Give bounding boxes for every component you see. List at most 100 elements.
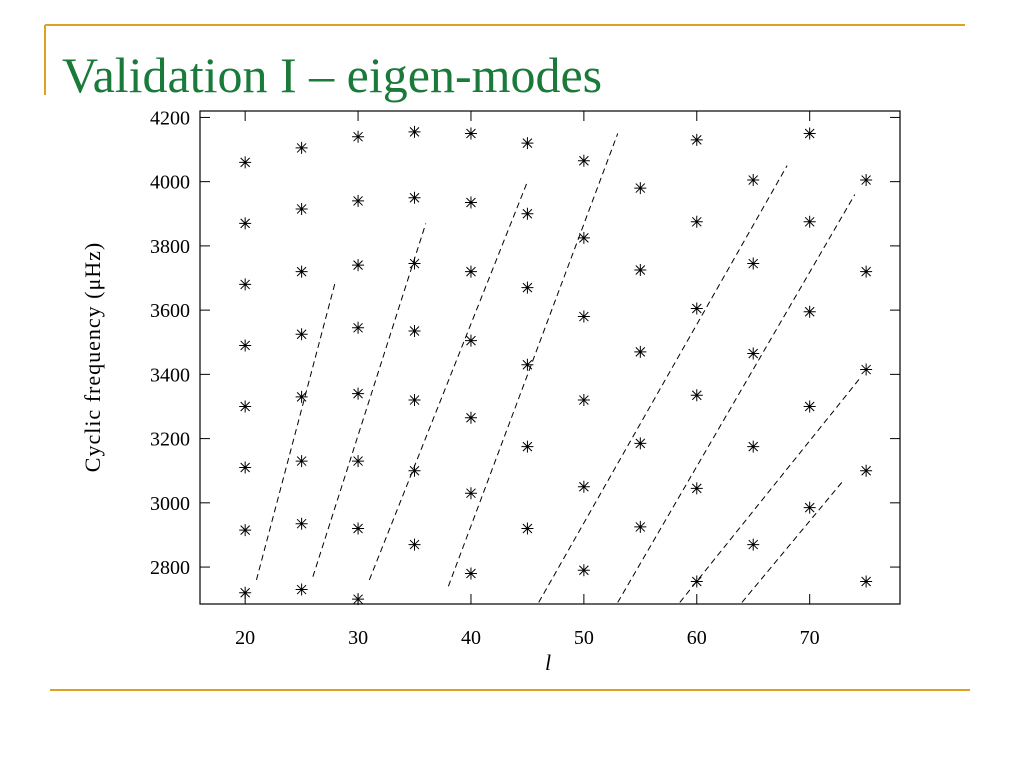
asterisk-point (464, 265, 477, 278)
asterisk-point (239, 217, 252, 230)
asterisk-point (634, 437, 647, 450)
y-tick-label: 3400 (150, 364, 190, 386)
asterisk-point (239, 278, 252, 291)
asterisk-point (577, 480, 590, 493)
asterisk-point (352, 387, 365, 400)
asterisk-point (464, 487, 477, 500)
asterisk-point (464, 411, 477, 424)
asterisk-point (408, 464, 421, 477)
asterisk-point (295, 455, 308, 468)
asterisk-point (408, 257, 421, 270)
contour-ridge (538, 165, 788, 603)
asterisk-point (521, 281, 534, 294)
asterisk-point (352, 593, 365, 606)
asterisk-point (634, 345, 647, 358)
contour-ridge (312, 223, 427, 577)
asterisk-point (239, 461, 252, 474)
asterisk-point (352, 522, 365, 535)
asterisk-point (577, 231, 590, 244)
asterisk-point (408, 538, 421, 551)
asterisk-point (239, 524, 252, 537)
asterisk-point (860, 174, 873, 187)
asterisk-point (521, 440, 534, 453)
plot-frame (199, 110, 901, 605)
y-axis-label: Cyclic frequency (μHz) (80, 242, 105, 472)
asterisk-point (803, 501, 816, 514)
asterisk-point (634, 182, 647, 195)
asterisk-point (634, 520, 647, 533)
asterisk-point (747, 440, 760, 453)
asterisk-point (295, 390, 308, 403)
asterisk-point (408, 191, 421, 204)
asterisk-point (464, 567, 477, 580)
asterisk-point (464, 334, 477, 347)
y-tick-label: 4200 (150, 107, 190, 129)
contour-ridge (741, 480, 844, 603)
contour-ridge (447, 133, 619, 587)
y-tick-label: 3800 (150, 236, 190, 258)
contour-ridge (255, 281, 336, 581)
asterisk-point (577, 310, 590, 323)
asterisk-point (803, 127, 816, 140)
asterisk-point (747, 257, 760, 270)
asterisk-point (860, 363, 873, 376)
asterisk-point (352, 321, 365, 334)
asterisk-point (634, 263, 647, 276)
y-tick-label: 3000 (150, 493, 190, 515)
asterisk-point (577, 154, 590, 167)
asterisk-point (352, 259, 365, 272)
y-tick-label: 3600 (150, 300, 190, 322)
asterisk-point (408, 325, 421, 338)
asterisk-point (239, 339, 252, 352)
asterisk-point (295, 328, 308, 341)
asterisk-point (239, 586, 252, 599)
asterisk-point (521, 358, 534, 371)
x-tick-label: 50 (574, 627, 594, 649)
asterisk-point (464, 127, 477, 140)
asterisk-point (521, 207, 534, 220)
asterisk-point (577, 564, 590, 577)
asterisk-point (690, 133, 703, 146)
asterisk-point (408, 394, 421, 407)
x-axis-label: l (545, 650, 551, 675)
asterisk-point (860, 265, 873, 278)
asterisk-point (464, 196, 477, 209)
contour-ridge (679, 377, 861, 603)
x-tick-label: 60 (687, 627, 707, 649)
asterisk-point (239, 400, 252, 413)
asterisk-point (295, 583, 308, 596)
y-tick-label: 4000 (150, 172, 190, 194)
asterisk-point (521, 522, 534, 535)
asterisk-point (690, 302, 703, 315)
asterisk-point (803, 400, 816, 413)
asterisk-point (690, 575, 703, 588)
asterisk-point (860, 575, 873, 588)
x-tick-label: 30 (348, 627, 368, 649)
asterisk-point (295, 202, 308, 215)
asterisk-point (577, 394, 590, 407)
slide-title: Validation I – eigen-modes (62, 47, 602, 103)
asterisk-point (747, 347, 760, 360)
asterisk-point (239, 156, 252, 169)
asterisk-point (747, 174, 760, 187)
asterisk-point (521, 137, 534, 150)
asterisk-point (352, 130, 365, 143)
y-tick-label: 2800 (150, 557, 190, 579)
contour-ridge (368, 181, 528, 581)
asterisk-point (295, 265, 308, 278)
asterisk-point (295, 517, 308, 530)
asterisk-point (860, 464, 873, 477)
asterisk-point (352, 194, 365, 207)
asterisk-point (803, 215, 816, 228)
asterisk-point (690, 482, 703, 495)
asterisk-point (690, 215, 703, 228)
x-tick-label: 40 (461, 627, 481, 649)
asterisk-point (690, 389, 703, 402)
asterisk-point (352, 455, 365, 468)
x-tick-label: 20 (235, 627, 255, 649)
asterisk-point (803, 305, 816, 318)
asterisk-point (295, 141, 308, 154)
asterisk-point (747, 538, 760, 551)
contour-ridge (617, 194, 856, 603)
